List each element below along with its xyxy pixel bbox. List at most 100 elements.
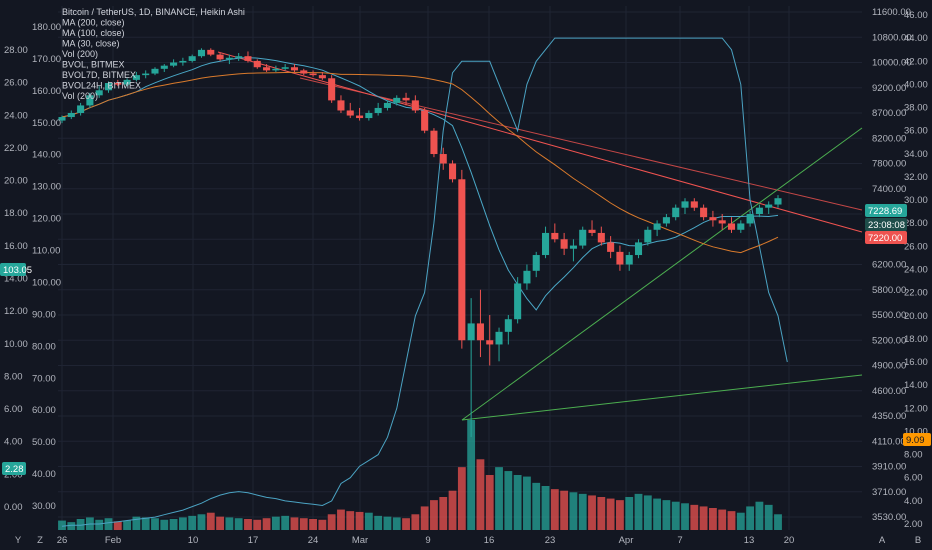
right-axis-tick-label: 5500.00 [872,310,906,321]
volume-bar [160,519,169,530]
left-axis-inner-tick-label: 26.00 [4,78,28,89]
left-axis-tick-label: 150.00 [32,118,61,129]
volume-bar [392,517,401,530]
right-axis-vol-tick-label: 12.00 [904,403,928,414]
open-price-tag-text: 7220.00 [868,233,902,244]
time-axis-tick-label: Mar [352,535,368,546]
legend-entry: MA (30, close) [62,39,120,49]
left-axis-tick-label: 110.00 [32,246,60,257]
volume-bar [448,490,457,530]
candle-body [662,217,670,224]
volume-bar [495,467,503,530]
time-axis-tick-label: 20 [784,535,795,546]
right-axis-vol-tick-label: 24.00 [904,265,928,276]
volume-bar [141,517,150,530]
time-axis-bg [0,532,932,550]
candle-body [151,68,159,74]
countdown-tag: 23:08:08 [865,218,907,231]
volume-bar [123,520,131,530]
volume-bar [281,515,290,530]
legend-entry: MA (200, close) [62,18,125,28]
volume-bar [178,517,187,530]
candle-body [458,179,466,341]
candle-body [541,232,550,256]
right-axis-tick-label: 11600.00 [872,7,911,18]
volume-bar [746,506,755,530]
time-axis-tick-label: Feb [105,535,121,546]
right-axis-tick-label: 10800.00 [872,32,912,43]
left-axis-tick-label: 180.00 [32,22,61,33]
countdown-tag-text: 23:08:08 [868,220,905,231]
zoom-icon: Z [37,535,43,546]
volume-bar [457,467,466,530]
right-axis-vol-tick-label: 22.00 [904,288,928,299]
time-axis-tick-label: 26 [57,535,68,546]
candle-body [765,204,773,208]
time-axis-tick-label: 7 [677,535,682,546]
volume-bar [262,518,271,530]
time-axis: 26 Feb 10 17 24 Mar 9 16 23 Apr 7 13 20 Y Z A B [0,532,932,550]
volume-bar [113,521,122,530]
volume-bar [197,514,206,530]
volume-bar [327,514,336,530]
candle-body [755,207,763,214]
legend-entry: Bitcoin / TetherUS, 1D, BINANCE, Heikin … [62,7,245,17]
left-axis-inner-tick-label: 20.00 [4,176,28,187]
volume-bar [169,519,178,530]
volume-bar [337,509,345,530]
left-axis-tick-label: 70.00 [32,373,56,384]
right-axis-vol-tick-label: 30.00 [904,195,928,206]
candle-body [67,113,75,118]
legend-entry: Vol (200) [62,49,98,59]
volume-bar [764,504,773,530]
candle-body [514,283,522,320]
volume-bar [58,520,66,530]
volume-bar [662,500,671,530]
volume-bar [439,497,448,530]
right-axis-vol-tick-label: 16.00 [904,357,928,368]
right-axis-vol-tick-label: 28.00 [904,218,928,229]
volume-bar [616,500,624,530]
volume-bar [467,420,476,530]
candle-body [86,95,94,106]
left-axis-inner-tick-label: 0.00 [4,502,23,513]
volume-bar [151,518,159,530]
bvol-tag-bg [903,433,931,446]
candle-body [123,79,131,85]
candle-body [718,220,726,224]
candle-body [672,207,680,218]
candle-body [132,75,140,80]
left-vol-tag-bg [2,462,26,475]
candle-body [681,201,689,208]
candle-body [318,75,326,79]
trend-line-support [461,374,863,421]
volume-bar [560,490,569,530]
legend-entry: Vol (200) [62,91,98,101]
left-axis: 180.00 170.00 160.00 150.00 140.00 130.00 120.… [4,22,61,513]
legend-entry: BVOL24H, BITMEX [62,81,141,91]
right-axis-tick-label: 9200.00 [872,83,906,94]
volume-bar [643,495,652,530]
left-axis-inner-tick-label: 24.00 [4,110,28,121]
left-axis-tick-label: 30.00 [32,501,56,512]
candle-body [690,201,698,208]
volume-bar [271,516,280,530]
candle-body [179,60,187,63]
left-axis-tick-label: 100.00 [32,277,61,288]
left-vol-tag: 2.28 [2,462,26,475]
candle-body [216,54,224,60]
left-vol-tag-text: 2.28 [5,464,24,475]
volume-bar [718,509,727,530]
volume-bar [206,512,215,530]
time-axis-tick-label: Apr [619,535,634,546]
right-axis-vol-tick-label: 46.00 [904,10,928,21]
candle-body [439,154,447,164]
volume-bar [253,519,262,530]
candle-body [272,68,280,71]
candle-body [467,323,475,341]
right-axis-vol-tick-label: 14.00 [904,380,928,391]
candle-body [235,56,243,58]
left-axis-inner-tick-label: 16.00 [4,241,28,252]
volume-bar [420,506,429,530]
